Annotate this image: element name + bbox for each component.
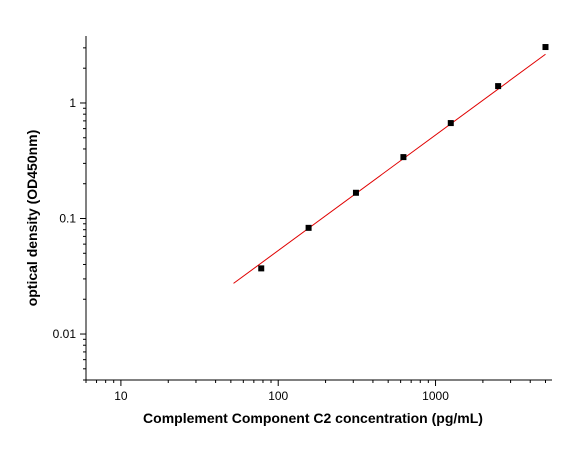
axes: 10 100 1000 0.01 0.1 1	[53, 36, 552, 403]
data-point	[258, 265, 265, 272]
data-point	[447, 120, 454, 127]
x-tick-label: 100	[268, 389, 288, 403]
y-tick-label: 0.1	[59, 212, 76, 226]
x-tick-label: 1000	[422, 389, 449, 403]
data-point	[542, 44, 549, 51]
data-points	[258, 44, 549, 272]
x-axis-label: Complement Component C2 concentration (p…	[143, 410, 483, 426]
fit-line-group	[233, 53, 546, 284]
x-tick-label: 10	[114, 389, 128, 403]
y-tick-label: 0.01	[53, 327, 77, 341]
data-point	[400, 154, 407, 161]
y-axis-label: optical density (OD450nm)	[24, 130, 40, 307]
data-point	[495, 83, 502, 90]
fit-line	[233, 53, 546, 284]
data-point	[305, 224, 312, 231]
y-tick-label: 1	[69, 96, 76, 110]
data-point	[352, 189, 359, 196]
